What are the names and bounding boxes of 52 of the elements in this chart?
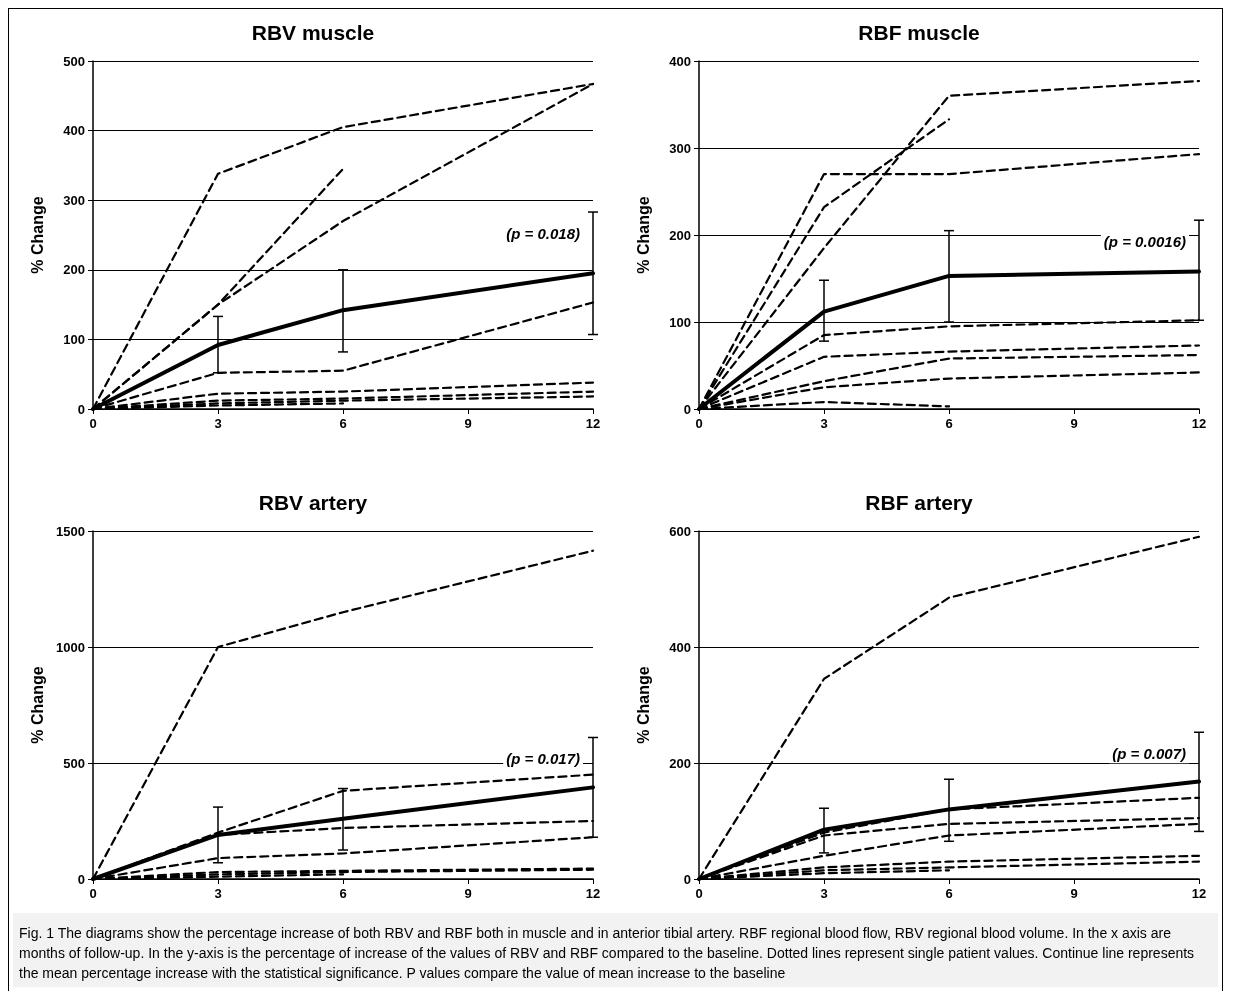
x-tick-label: 0 (89, 416, 97, 431)
chart-title: RBV artery (258, 491, 368, 514)
chart-title: RBF muscle (858, 21, 980, 44)
x-tick-label: 6 (339, 416, 347, 431)
x-tick-label: 6 (945, 886, 953, 901)
y-tick-label: 200 (63, 262, 85, 278)
annotation: (p = 0.017) (506, 750, 580, 768)
x-tick-label: 12 (1191, 886, 1207, 901)
y-axis-title: % Change (634, 196, 652, 274)
caption: Fig. 1 The diagrams show the percentage increase of both RBV and RBF both in muscle and in anterior tibial artery. RBF regional blood flow, RBV regional blood volume. In the x axis are months of follow-up. In the y-axis is the percentage of increase of the values of RBV and RBF compared to the baseline. Dotted lines represent single patient values. Continue line represents the mean percentage increase with the statistical significance. P values compare the value of mean increase to the baseline (13, 913, 1218, 987)
chart-title: RBV muscle (251, 21, 375, 44)
annotation: (p = 0.0016) (1103, 233, 1186, 251)
x-tick-label: 12 (585, 886, 601, 901)
y-tick-label: 400 (669, 53, 691, 69)
x-tick-label: 3 (820, 416, 828, 431)
x-tick-label: 3 (214, 886, 222, 901)
y-tick-label: 600 (669, 523, 691, 539)
annotation: (p = 0.018) (506, 225, 580, 243)
x-tick-label: 0 (695, 886, 703, 901)
y-tick-label: 300 (63, 192, 85, 208)
chart-title: RBF artery (865, 491, 973, 514)
y-tick-label: 0 (77, 871, 85, 887)
y-tick-label: 200 (669, 755, 691, 771)
x-tick-label: 12 (1191, 416, 1207, 431)
y-tick-label: 200 (669, 227, 691, 243)
y-tick-label: 400 (63, 123, 85, 139)
y-tick-label: 500 (63, 755, 85, 771)
y-axis-title: % Change (28, 196, 46, 274)
annotation: (p = 0.007) (1112, 745, 1186, 763)
x-tick-label: 6 (945, 416, 953, 431)
x-tick-label: 12 (585, 416, 601, 431)
y-tick-label: 0 (77, 401, 85, 417)
y-axis-title: % Change (634, 666, 652, 744)
x-tick-label: 0 (89, 886, 97, 901)
y-tick-label: 100 (669, 314, 691, 330)
y-tick-label: 400 (669, 639, 691, 655)
y-tick-label: 1500 (56, 523, 85, 539)
x-tick-label: 9 (464, 416, 472, 431)
y-tick-label: 100 (63, 331, 85, 347)
y-tick-label: 300 (669, 140, 691, 156)
y-tick-label: 500 (63, 53, 85, 69)
x-tick-label: 9 (1070, 886, 1078, 901)
x-tick-label: 6 (339, 886, 347, 901)
y-tick-label: 1000 (56, 639, 85, 655)
y-tick-label: 0 (683, 401, 691, 417)
x-tick-label: 3 (214, 416, 222, 431)
x-tick-label: 9 (1070, 416, 1078, 431)
y-axis-title: % Change (28, 666, 46, 744)
x-tick-label: 3 (820, 886, 828, 901)
x-tick-label: 0 (695, 416, 703, 431)
y-tick-label: 0 (683, 871, 691, 887)
x-tick-label: 9 (464, 886, 472, 901)
